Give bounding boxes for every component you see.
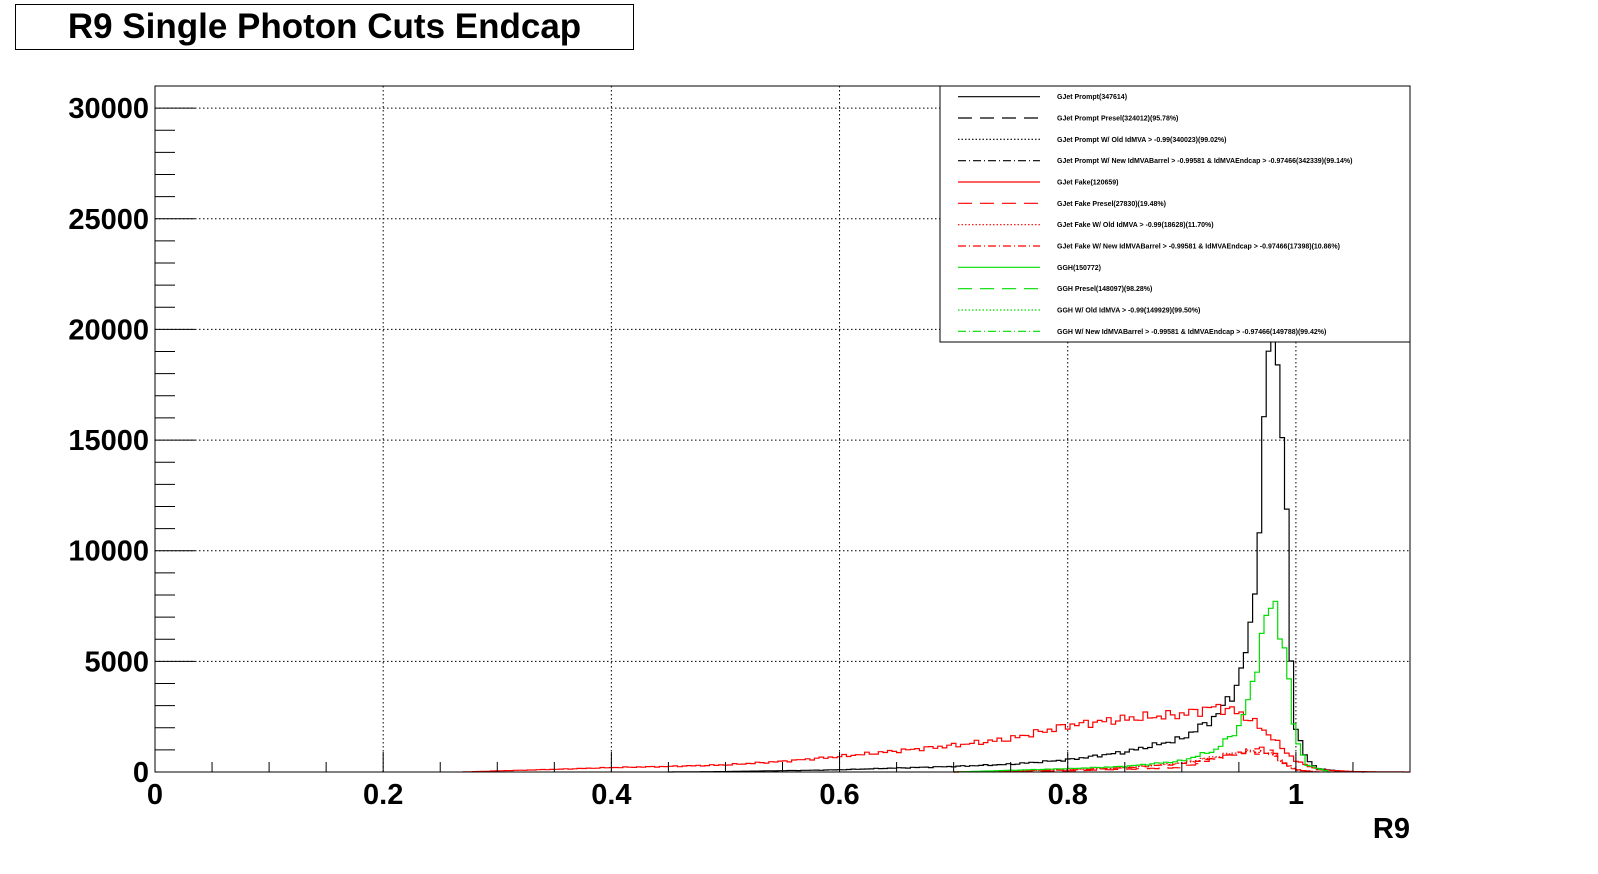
legend-entry: GJet Fake W/ New IdMVABarrel > -0.99581 … [1057, 244, 1340, 251]
chart-title-box: R9 Single Photon Cuts Endcap [15, 4, 634, 50]
y-tick-label: 5000 [84, 646, 149, 678]
legend-entry: GJet Prompt Presel(324012)(95.78%) [1057, 116, 1178, 123]
y-tick-label: 10000 [68, 536, 149, 568]
y-tick-label: 0 [133, 757, 149, 789]
x-tick-label: 0.2 [363, 779, 403, 811]
x-axis-title: R9 [1373, 813, 1410, 845]
grid [155, 86, 1410, 772]
axes: 0 5000 10000 15000 20000 25000 30000 0 0.2 0.4 0.6… [68, 85, 1411, 811]
legend-entry: GGH(150772) [1057, 265, 1101, 272]
legend-entry: GGH Presel(148097)(98.28%) [1057, 286, 1152, 293]
x-tick-label: 0.8 [1048, 779, 1088, 811]
series-line-5 [953, 746, 1320, 773]
y-tick-label: 30000 [68, 93, 149, 125]
series-line-4 [462, 703, 1410, 773]
legend: GJet Prompt(347614) GJet Prompt Presel(32… [939, 85, 1411, 343]
series-line-0 [668, 256, 1365, 773]
legend-box [939, 85, 1411, 343]
series-line-8 [953, 600, 1331, 773]
legend-entry: GJet Fake W/ Old IdMVA > -0.99(18628)(11… [1057, 222, 1214, 229]
y-tick-label: 25000 [68, 204, 149, 236]
legend-entry: GJet Fake Presel(27830)(19.48%) [1057, 201, 1166, 208]
x-tick-label: 0 [147, 779, 163, 811]
chart-title: R9 Single Photon Cuts Endcap [67, 7, 582, 46]
legend-entry: GJet Prompt(347614) [1057, 94, 1127, 101]
legend-entry: GGH W/ Old IdMVA > -0.99(149929)(99.50%) [1057, 308, 1200, 315]
y-tick-label: 15000 [68, 425, 149, 457]
legend-entry: GJet Prompt W/ New IdMVABarrel > -0.9958… [1057, 158, 1352, 165]
x-tick-label: 1 [1288, 779, 1304, 811]
legend-entry: GJet Fake(120659) [1057, 180, 1118, 187]
series-group [462, 256, 1410, 773]
legend-entry: GJet Prompt W/ Old IdMVA > -0.99(340023)… [1057, 137, 1226, 144]
legend-entry: GGH W/ New IdMVABarrel > -0.99581 & IdMV… [1057, 329, 1326, 336]
y-tick-label: 20000 [68, 314, 149, 346]
x-tick-label: 0.4 [591, 779, 631, 811]
x-tick-label: 0.6 [819, 779, 859, 811]
